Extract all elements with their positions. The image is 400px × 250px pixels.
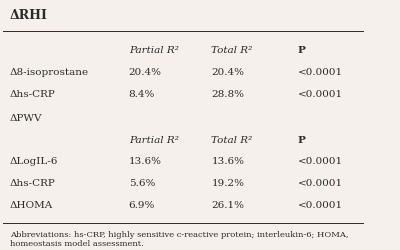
Text: 19.2%: 19.2%	[212, 179, 244, 188]
Text: Δhs-CRP: Δhs-CRP	[10, 179, 56, 188]
Text: ΔPWV: ΔPWV	[10, 114, 42, 123]
Text: 13.6%: 13.6%	[129, 157, 162, 166]
Text: <0.0001: <0.0001	[298, 157, 343, 166]
Text: ΔLogIL-6: ΔLogIL-6	[10, 157, 58, 166]
Text: P: P	[298, 136, 306, 144]
Text: 8.4%: 8.4%	[129, 90, 155, 99]
Text: Total R²: Total R²	[212, 136, 253, 144]
Text: Abbreviations: hs-CRP, highly sensitive c-reactive protein; interleukin-6; HOMA,: Abbreviations: hs-CRP, highly sensitive …	[10, 231, 348, 248]
Text: 26.1%: 26.1%	[212, 201, 244, 210]
Text: 6.9%: 6.9%	[129, 201, 155, 210]
Text: <0.0001: <0.0001	[298, 90, 343, 99]
Text: 20.4%: 20.4%	[212, 68, 244, 77]
Text: ΔHOMA: ΔHOMA	[10, 201, 53, 210]
Text: <0.0001: <0.0001	[298, 201, 343, 210]
Text: P: P	[298, 46, 306, 55]
Text: ΔRHI: ΔRHI	[10, 9, 48, 22]
Text: 28.8%: 28.8%	[212, 90, 244, 99]
Text: 13.6%: 13.6%	[212, 157, 244, 166]
Text: <0.0001: <0.0001	[298, 179, 343, 188]
Text: Partial R²: Partial R²	[129, 136, 178, 144]
Text: 20.4%: 20.4%	[129, 68, 162, 77]
Text: Partial R²: Partial R²	[129, 46, 178, 55]
Text: 5.6%: 5.6%	[129, 179, 155, 188]
Text: Total R²: Total R²	[212, 46, 253, 55]
Text: <0.0001: <0.0001	[298, 68, 343, 77]
Text: Δhs-CRP: Δhs-CRP	[10, 90, 56, 99]
Text: Δ8-isoprostane: Δ8-isoprostane	[10, 68, 89, 77]
